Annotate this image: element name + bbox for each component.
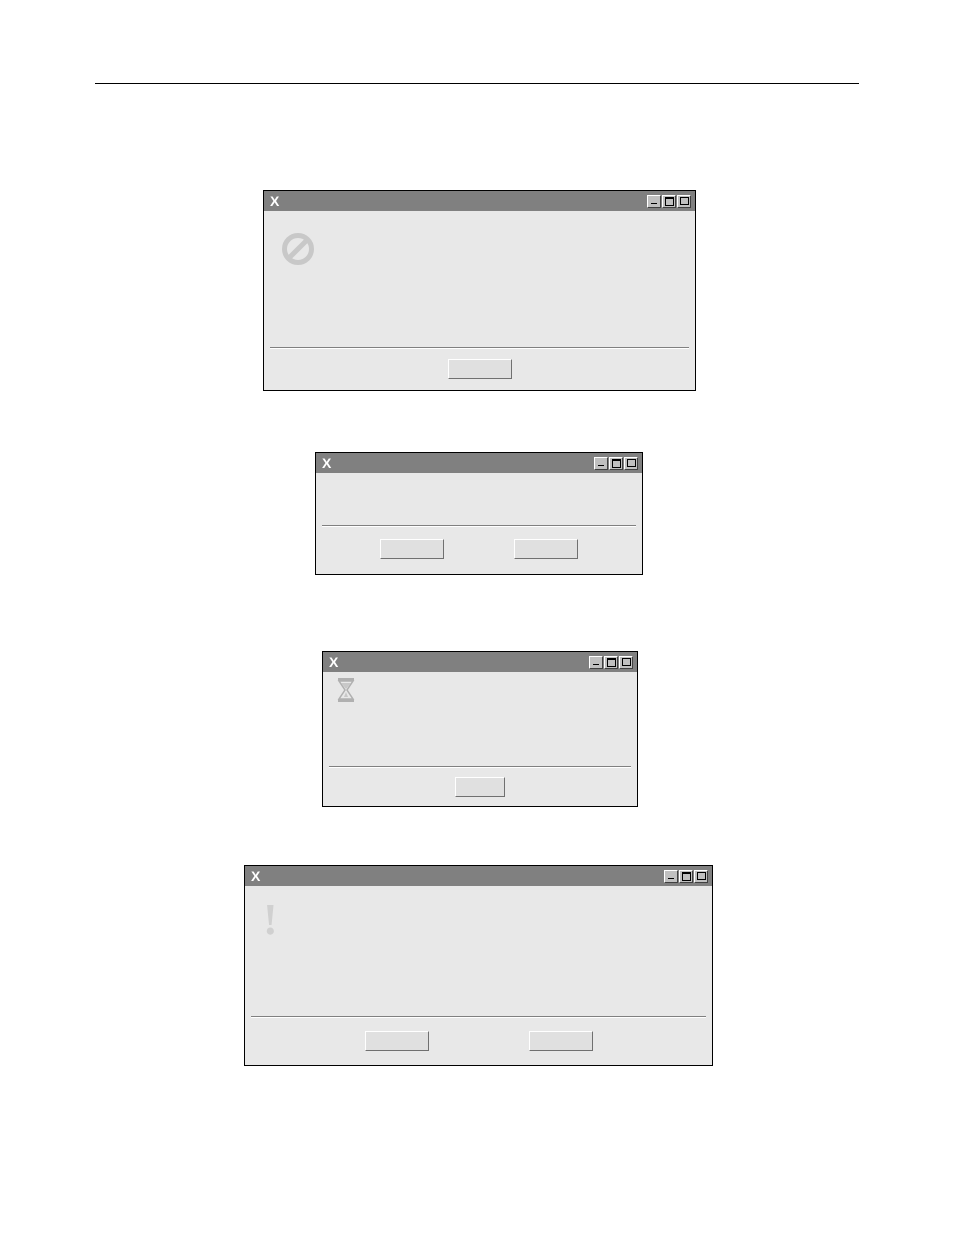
- window-controls: [589, 656, 633, 669]
- minimize-icon[interactable]: [647, 195, 661, 208]
- dialog-body: !: [245, 886, 712, 1067]
- dialog-body: [323, 672, 637, 808]
- maximize-icon[interactable]: [662, 195, 676, 208]
- cancel-button[interactable]: [455, 777, 505, 797]
- minimize-icon[interactable]: [594, 457, 608, 470]
- close-icon[interactable]: [619, 656, 633, 669]
- minimize-icon[interactable]: [664, 870, 678, 883]
- maximize-icon[interactable]: [609, 457, 623, 470]
- close-icon[interactable]: [624, 457, 638, 470]
- title-icon: X: [327, 654, 338, 670]
- window-controls: [647, 195, 691, 208]
- dialog-body: [316, 473, 642, 576]
- divider: [251, 1016, 706, 1018]
- titlebar[interactable]: X: [323, 652, 637, 672]
- ok-button[interactable]: [448, 359, 512, 379]
- minimize-icon[interactable]: [589, 656, 603, 669]
- hourglass-icon: [337, 678, 355, 707]
- no-button[interactable]: [514, 539, 578, 559]
- window-controls: [664, 870, 708, 883]
- title-icon: X: [268, 193, 279, 209]
- maximize-icon[interactable]: [679, 870, 693, 883]
- window-controls: [594, 457, 638, 470]
- titlebar[interactable]: X: [316, 453, 642, 473]
- yes-button[interactable]: [380, 539, 444, 559]
- dialog-error: X: [263, 190, 696, 391]
- exclamation-icon: !: [263, 898, 278, 942]
- prohibit-icon: [282, 233, 314, 265]
- title-icon: X: [320, 455, 331, 471]
- button-row: [264, 359, 695, 379]
- dialog-body: [264, 211, 695, 392]
- dialog-warning: X !: [244, 865, 713, 1066]
- horizontal-rule: [95, 83, 859, 84]
- divider: [329, 766, 631, 768]
- button-row: [323, 777, 637, 797]
- ignore-button[interactable]: [365, 1031, 429, 1051]
- dialog-wait: X: [322, 651, 638, 807]
- titlebar[interactable]: X: [245, 866, 712, 886]
- button-row: [245, 1031, 712, 1051]
- divider: [270, 347, 689, 349]
- maximize-icon[interactable]: [604, 656, 618, 669]
- close-icon[interactable]: [677, 195, 691, 208]
- dialog-confirm: X: [315, 452, 643, 575]
- abort-button[interactable]: [529, 1031, 593, 1051]
- title-icon: X: [249, 868, 260, 884]
- divider: [322, 525, 636, 527]
- close-icon[interactable]: [694, 870, 708, 883]
- button-row: [316, 539, 642, 559]
- titlebar[interactable]: X: [264, 191, 695, 211]
